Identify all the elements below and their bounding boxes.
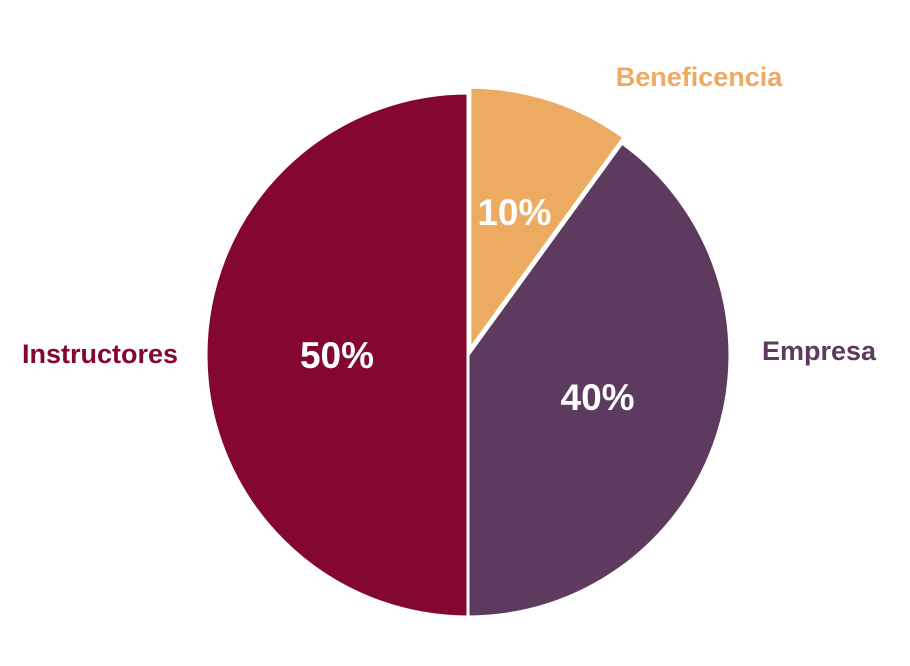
pie-slice-percent-beneficencia: 10%: [477, 192, 551, 233]
pie-slice-beneficencia: [468, 85, 626, 351]
pie-slice-empresa: [466, 141, 732, 619]
pie-slice-label-instructores: Instructores: [22, 339, 178, 369]
pie-slice-label-beneficencia: Beneficencia: [616, 62, 784, 92]
pie-slice-percent-empresa: 40%: [561, 377, 635, 418]
pie-slice-percent-instructores: 50%: [300, 335, 374, 376]
pie-slice-label-empresa: Empresa: [762, 336, 877, 366]
pie-slice-instructores: [204, 91, 470, 619]
